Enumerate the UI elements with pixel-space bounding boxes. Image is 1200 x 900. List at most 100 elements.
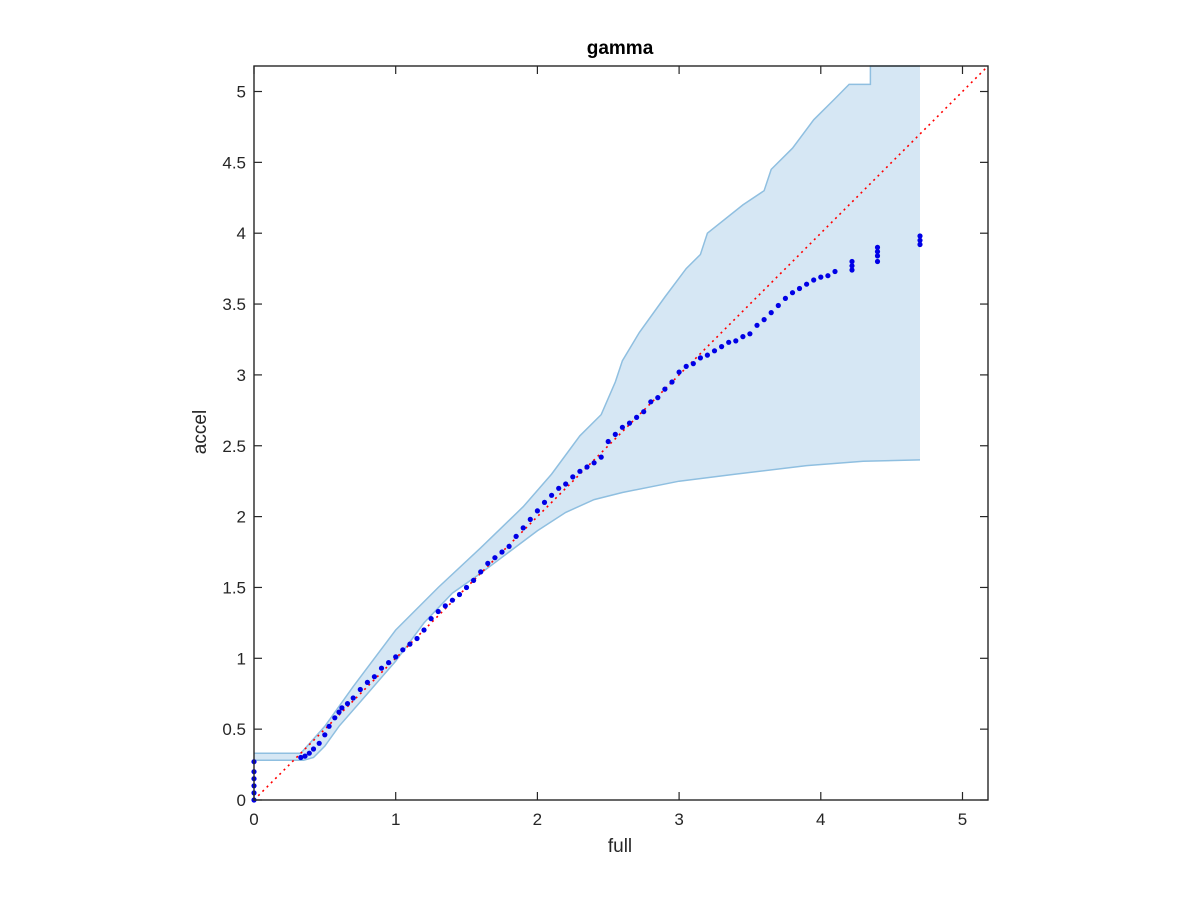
data-point	[619, 424, 626, 430]
data-point	[605, 438, 611, 445]
reference-line	[253, 65, 989, 801]
data-point	[407, 641, 413, 647]
data-point	[818, 274, 824, 280]
data-point	[527, 516, 533, 523]
data-point	[298, 754, 304, 761]
data-point	[584, 464, 590, 470]
data-point	[874, 253, 881, 259]
data-point	[541, 499, 548, 505]
x-tick-label: 5	[958, 810, 967, 829]
data-point	[306, 750, 312, 756]
data-point	[339, 705, 345, 711]
data-point	[782, 295, 789, 301]
data-point	[733, 338, 739, 344]
data-point	[478, 569, 484, 575]
data-point	[400, 647, 406, 653]
data-point	[326, 723, 332, 729]
band-fill	[254, 66, 920, 761]
data-point	[310, 746, 317, 752]
y-tick-label: 0.5	[222, 720, 246, 739]
data-point	[690, 361, 696, 367]
y-tick-label: 2.5	[222, 437, 246, 456]
confidence-band	[254, 65, 921, 762]
data-point	[506, 543, 512, 550]
data-point	[534, 508, 541, 514]
data-point	[471, 577, 477, 584]
data-point	[634, 414, 640, 420]
ticks: 0 1 2 3 4 5 0 0.5 1 1.5 2 2.5 3 3.5 4 4.5 5	[222, 66, 988, 829]
data-point	[520, 525, 526, 531]
data-point	[726, 339, 732, 345]
data-point	[626, 420, 633, 426]
x-tick-label: 3	[674, 810, 683, 829]
data-point	[669, 379, 675, 385]
data-point	[697, 355, 704, 361]
data-point	[591, 460, 597, 466]
data-points	[251, 233, 923, 803]
data-point	[754, 322, 760, 328]
y-tick-label: 3.5	[222, 295, 246, 314]
y-tick-label: 1.5	[222, 578, 246, 597]
data-point	[428, 616, 434, 622]
data-point	[386, 660, 392, 666]
data-point	[711, 348, 718, 354]
data-point	[641, 409, 647, 415]
data-point	[336, 709, 342, 715]
chart-title: gamma	[587, 38, 654, 59]
data-point	[704, 352, 711, 358]
data-point	[874, 249, 881, 255]
data-point	[662, 386, 668, 392]
data-point	[917, 241, 923, 248]
data-point	[761, 317, 767, 323]
data-point	[719, 344, 725, 350]
x-tick-label: 4	[816, 810, 825, 829]
data-point	[316, 740, 322, 746]
data-point	[378, 665, 385, 671]
data-point	[549, 492, 555, 498]
data-point	[804, 281, 810, 287]
data-point	[570, 474, 576, 480]
x-axis-label: full	[608, 836, 632, 857]
data-point	[435, 608, 441, 615]
data-point	[747, 331, 753, 337]
data-point	[442, 603, 448, 609]
data-point	[775, 302, 781, 309]
data-point	[874, 258, 881, 265]
data-point	[796, 285, 803, 292]
data-point	[563, 481, 569, 487]
data-point	[655, 395, 661, 401]
data-point	[513, 533, 519, 540]
data-point	[849, 267, 855, 273]
data-point	[371, 674, 377, 680]
data-point	[414, 635, 420, 642]
y-tick-label: 1	[237, 649, 246, 668]
data-point	[832, 268, 838, 275]
data-point	[499, 549, 505, 555]
data-point	[322, 732, 328, 738]
data-point	[849, 263, 855, 269]
data-point	[874, 244, 881, 250]
y-tick-label: 3	[237, 366, 246, 385]
data-point	[811, 277, 817, 283]
band-upper-edge	[254, 65, 920, 754]
y-tick-label: 4.5	[222, 153, 246, 172]
y-tick-label: 2	[237, 508, 246, 527]
y-tick-label: 5	[237, 83, 246, 102]
y-tick-label: 0	[237, 791, 246, 810]
data-point	[456, 591, 463, 598]
data-point	[648, 399, 654, 405]
data-point	[344, 701, 351, 707]
data-point	[556, 485, 562, 491]
data-point	[302, 753, 308, 759]
data-point	[676, 369, 682, 375]
data-point	[768, 310, 774, 316]
x-tick-label: 2	[533, 810, 542, 829]
data-point	[492, 555, 498, 561]
data-point	[740, 334, 746, 340]
data-point	[683, 363, 689, 369]
axes	[253, 65, 989, 801]
data-point	[332, 715, 338, 721]
reference-diagonal-line	[253, 65, 989, 801]
data-point	[825, 273, 831, 279]
